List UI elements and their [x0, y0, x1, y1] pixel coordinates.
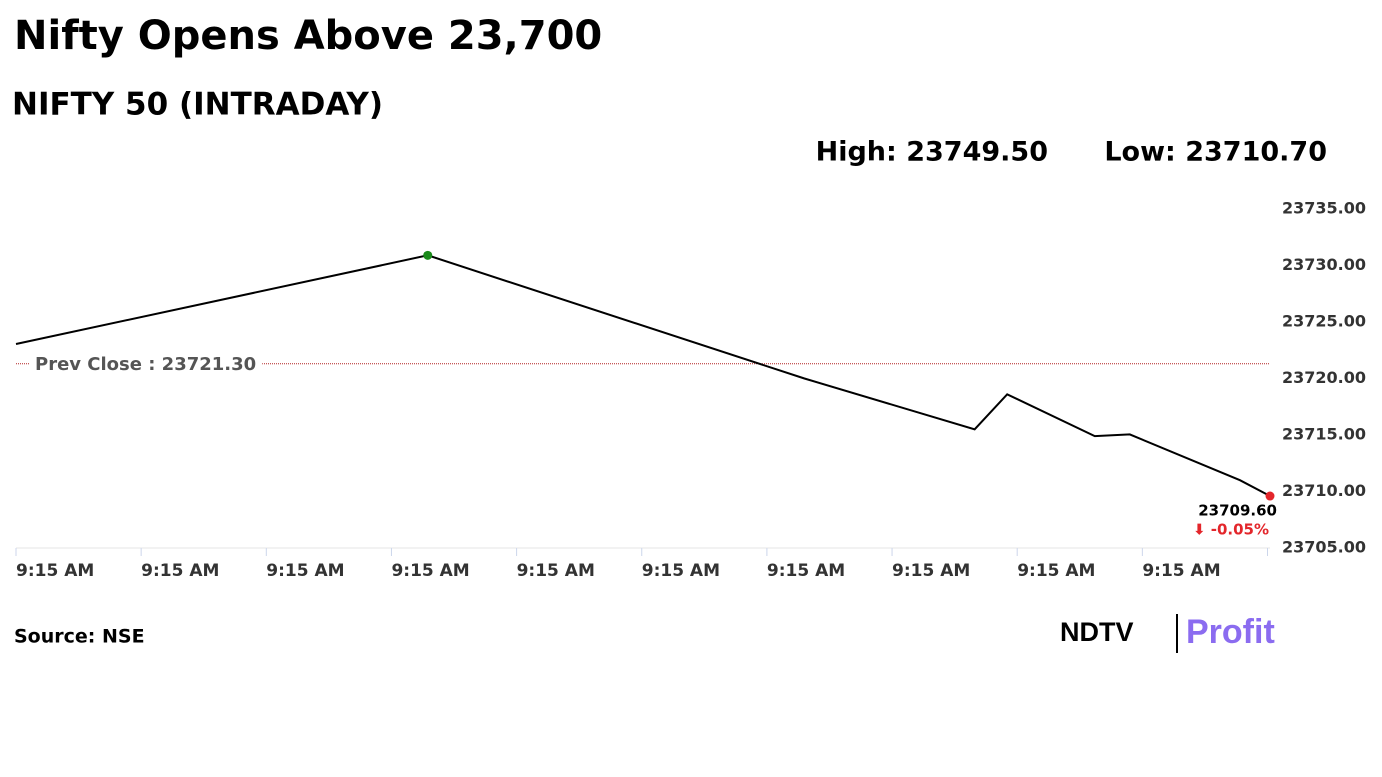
y-tick-label: 23735.00 — [1282, 199, 1366, 218]
high-label: High: 23749.50 — [816, 137, 1048, 168]
change-label: ⬇ -0.05% — [1193, 521, 1269, 539]
logo-profit: Profit — [1186, 613, 1275, 651]
x-tick-label: 9:15 AM — [767, 561, 845, 581]
value-label: 23709.60 — [1198, 502, 1277, 520]
y-tick-label: 23705.00 — [1282, 538, 1366, 557]
point — [423, 250, 433, 260]
x-tick-label: 9:15 AM — [892, 561, 970, 581]
x-tick-label: 9:15 AM — [141, 561, 219, 581]
label-background — [29, 353, 263, 375]
x-tick-label: 9:15 AM — [1142, 561, 1220, 581]
prev-close-label: Prev Close : 23721.30 — [35, 354, 256, 375]
logo: NDTV Profit — [1060, 613, 1275, 653]
x-tick-label: 9:15 AM — [1017, 561, 1095, 581]
source: Source: NSE — [14, 626, 145, 648]
point — [1265, 491, 1275, 501]
y-tick-label: 23725.00 — [1282, 312, 1366, 331]
chart-title: Nifty Opens Above 23,700 — [14, 13, 602, 59]
y-tick-label: 23710.00 — [1282, 481, 1366, 500]
x-tick-label: 9:15 AM — [391, 561, 469, 581]
y-tick-label: 23720.00 — [1282, 368, 1366, 387]
logo-ndtv: NDTV — [1060, 617, 1134, 647]
x-tick-label: 9:15 AM — [517, 561, 595, 581]
line — [15, 254, 1271, 497]
low-label: Low: 23710.70 — [1104, 137, 1327, 168]
y-tick-label: 23715.00 — [1282, 425, 1366, 444]
x-tick-label: 9:15 AM — [16, 561, 94, 581]
y-tick-label: 23730.00 — [1282, 255, 1366, 274]
x-tick-label: 9:15 AM — [266, 561, 344, 581]
chart-subtitle: NIFTY 50 (INTRADAY) — [12, 87, 383, 123]
x-tick-label: 9:15 AM — [642, 561, 720, 581]
